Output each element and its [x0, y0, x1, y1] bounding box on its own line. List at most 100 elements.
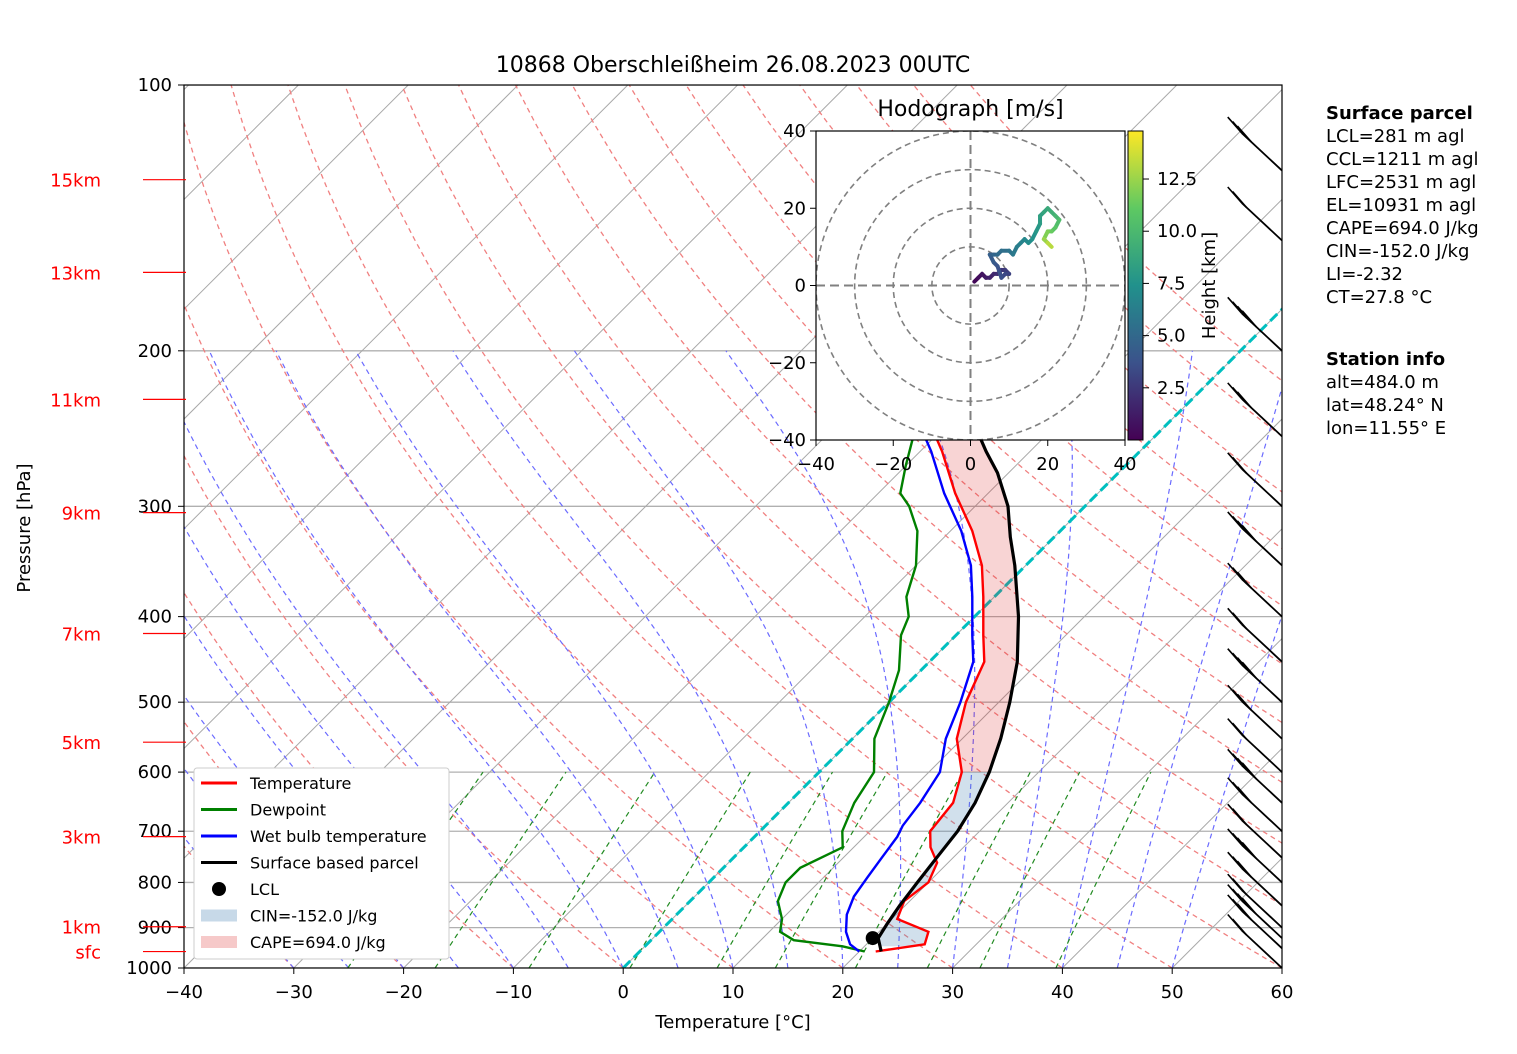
hodograph-x-tick-label: 0: [965, 454, 976, 475]
moist-adiabat: [900, 350, 976, 968]
y-tick-label: 700: [138, 821, 172, 842]
colorbar-label: Height [km]: [1199, 232, 1220, 339]
station-info: Station info alt=484.0 m lat=48.24° N lo…: [1326, 348, 1446, 440]
legend-label: Temperature: [249, 774, 351, 793]
legend-swatch: [201, 936, 237, 948]
mixing-ratio-line: [926, 771, 1031, 968]
mixing-ratio-line: [979, 771, 1081, 968]
dry-adiabat: [458, 85, 1282, 906]
wind-barb: [1227, 884, 1283, 939]
x-axis-label: Temperature [°C]: [654, 1012, 810, 1033]
isotherm-line: [513, 198, 1282, 968]
y-tick-label: 600: [138, 762, 172, 783]
hodograph-y-tick-label: 20: [783, 198, 806, 219]
wind-barb: [1227, 684, 1283, 740]
info-line: LCL=281 m agl: [1326, 126, 1465, 147]
colorbar-tick-label: 12.5: [1157, 169, 1197, 190]
wind-barb: [1227, 186, 1283, 242]
wind-barb: [1227, 777, 1283, 832]
surface-parcel-title: Surface parcel: [1326, 103, 1473, 124]
x-tick-label: 50: [1161, 982, 1184, 1003]
mixing-ratio-line: [528, 771, 656, 968]
wind-barb: [1227, 718, 1283, 773]
zero-isotherm: [622, 307, 1282, 968]
moist-adiabat: [452, 350, 789, 968]
info-line: LI=-2.32: [1326, 264, 1403, 285]
wind-barb: [1227, 452, 1283, 507]
dry-adiabat: [344, 85, 1173, 968]
x-tick-label: −10: [494, 982, 532, 1003]
y-tick-label: 800: [138, 872, 172, 893]
mixing-ratio-line: [629, 771, 751, 968]
hodograph-title: Hodograph [m/s]: [877, 97, 1063, 122]
info-line: lon=11.55° E: [1326, 418, 1447, 439]
dry-adiabat: [401, 85, 1282, 968]
y-tick-label: 900: [138, 918, 172, 939]
wind-barb: [1227, 873, 1283, 929]
moist-adiabat: [1006, 350, 1073, 968]
hodograph-x-tick-label: −40: [797, 454, 835, 475]
x-tick-label: 30: [941, 982, 964, 1003]
moist-adiabat: [1061, 350, 1193, 968]
legend-label: Surface based parcel: [250, 854, 419, 873]
isotherm-line: [184, 85, 629, 530]
y-tick-label: 400: [138, 607, 172, 628]
dry-adiabat: [184, 120, 844, 968]
isotherm-line: [184, 85, 738, 640]
lcl-marker: [865, 931, 880, 946]
x-tick-label: −30: [275, 982, 313, 1003]
hodograph-y-tick-label: −20: [768, 353, 806, 374]
x-tick-label: 60: [1271, 982, 1294, 1003]
height-label: 1km: [62, 918, 101, 939]
height-label: 7km: [62, 624, 101, 645]
moist-adiabat: [208, 350, 624, 968]
legend-label: CIN=-152.0 J/kg: [250, 907, 377, 926]
isotherm-line: [184, 85, 848, 750]
isotherm-line: [184, 85, 519, 420]
dry-adiabat: [184, 302, 734, 968]
x-tick-label: 0: [617, 982, 628, 1003]
info-line: lat=48.24° N: [1326, 395, 1444, 416]
hodograph-y-tick-label: −40: [768, 430, 806, 451]
info-line: CAPE=694.0 J/kg: [1326, 218, 1479, 239]
wind-barb: [1227, 828, 1283, 884]
wind-barb: [1227, 913, 1283, 969]
info-line: EL=10931 m agl: [1326, 195, 1477, 216]
legend-label: CAPE=694.0 J/kg: [250, 933, 386, 952]
legend-label: LCL: [250, 880, 279, 899]
legend-box: [193, 767, 450, 960]
wind-barb: [1227, 562, 1283, 618]
x-tick-label: 20: [831, 982, 854, 1003]
isotherm-line: [952, 637, 1282, 968]
info-line: LFC=2531 m agl: [1326, 172, 1477, 193]
hodograph-y-tick-label: 0: [795, 276, 806, 297]
wind-barb: [1227, 511, 1283, 567]
hodograph-segment: [995, 264, 1004, 280]
moist-adiabat: [1171, 613, 1282, 968]
hodograph-y-tick-label: 40: [783, 121, 806, 142]
wind-barb: [1227, 116, 1283, 172]
y-tick-label: 1000: [126, 958, 172, 979]
height-label: 3km: [62, 828, 101, 849]
height-label: 5km: [62, 733, 101, 754]
wind-barb: [1227, 803, 1283, 859]
height-label: 9km: [62, 504, 101, 525]
dry-adiabat: [514, 85, 1282, 844]
x-tick-label: 10: [722, 982, 745, 1003]
colorbar-tick-label: 10.0: [1157, 221, 1197, 242]
isotherm-line: [1062, 747, 1282, 968]
moist-adiabat: [573, 350, 844, 968]
height-label: 15km: [50, 171, 101, 192]
wind-barb: [1227, 851, 1283, 907]
hodograph-grid: [816, 131, 1125, 440]
chart-title: 10868 Oberschleißheim 26.08.2023 00UTC: [496, 53, 971, 78]
moist-adiabat: [184, 525, 514, 968]
info-line: CIN=-152.0 J/kg: [1326, 241, 1470, 262]
legend-swatch: [201, 909, 237, 922]
wind-barb: [1227, 894, 1283, 949]
mixing-ratio-line: [774, 771, 888, 968]
info-line: CCL=1211 m agl: [1326, 149, 1479, 170]
legend-label: Dewpoint: [250, 801, 326, 820]
hodograph-x-tick-label: 20: [1036, 454, 1059, 475]
